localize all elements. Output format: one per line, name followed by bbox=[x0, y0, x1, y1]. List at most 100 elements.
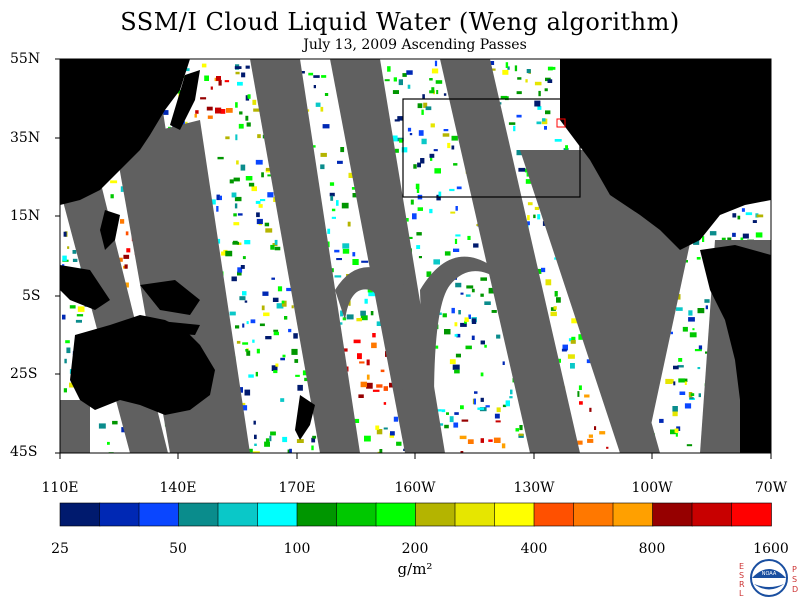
cloud-speck bbox=[308, 72, 314, 76]
cloud-speck bbox=[453, 422, 459, 428]
cloud-speck bbox=[352, 259, 359, 265]
cloud-speck bbox=[464, 317, 469, 322]
cloud-speck bbox=[473, 243, 479, 248]
cloud-speck bbox=[215, 107, 222, 114]
cloud-speck bbox=[741, 208, 745, 212]
cloud-speck bbox=[434, 168, 441, 174]
cloud-speck bbox=[682, 326, 688, 332]
cloud-speck bbox=[547, 79, 553, 83]
cloud-speck bbox=[562, 344, 568, 351]
cloud-speck bbox=[727, 237, 732, 243]
lon-label-100w: 100W bbox=[631, 480, 673, 496]
cloud-speck bbox=[256, 212, 260, 218]
lat-label-45s: 45S bbox=[10, 444, 38, 460]
cloud-speck bbox=[422, 94, 425, 99]
cloud-speck bbox=[490, 61, 495, 65]
cloud-speck bbox=[460, 405, 464, 410]
cloud-speck bbox=[265, 438, 270, 445]
cloud-speck bbox=[438, 191, 442, 197]
cloud-speck bbox=[455, 206, 458, 211]
cloud-speck bbox=[254, 443, 257, 446]
colorbar-swatch bbox=[415, 502, 456, 527]
cloud-speck bbox=[464, 320, 467, 324]
cloud-speck bbox=[542, 118, 546, 122]
cloud-speck bbox=[686, 444, 693, 447]
lon-label-170e: 170E bbox=[278, 480, 316, 496]
cloud-speck bbox=[518, 167, 526, 172]
colorbar-swatch bbox=[99, 502, 140, 527]
cloud-speck bbox=[112, 420, 118, 425]
cloud-speck bbox=[527, 215, 530, 221]
cloud-speck bbox=[72, 258, 78, 262]
cloud-speck bbox=[72, 250, 77, 254]
cloud-speck bbox=[358, 394, 364, 398]
cloud-speck bbox=[556, 297, 561, 303]
cloud-speck bbox=[525, 179, 532, 184]
cloud-speck bbox=[125, 231, 129, 236]
cloud-speck bbox=[471, 318, 477, 324]
cloud-speck bbox=[430, 155, 433, 161]
cloud-speck bbox=[416, 232, 422, 236]
cloud-speck bbox=[484, 344, 487, 348]
cloud-speck bbox=[737, 215, 741, 220]
cloud-speck bbox=[443, 93, 447, 96]
cloud-speck bbox=[271, 365, 278, 371]
cloud-speck bbox=[465, 345, 472, 350]
cloud-speck bbox=[291, 305, 294, 309]
cloud-speck bbox=[509, 396, 513, 399]
cloud-speck bbox=[537, 214, 541, 220]
cloud-speck bbox=[454, 334, 458, 337]
cloud-speck bbox=[452, 364, 460, 370]
cloud-speck bbox=[236, 160, 239, 165]
cloud-speck bbox=[517, 77, 522, 80]
cloud-speck bbox=[242, 323, 245, 328]
cloud-speck bbox=[368, 291, 375, 297]
colorbar-swatch bbox=[454, 502, 496, 527]
cloud-speck bbox=[241, 405, 248, 411]
cloud-speck bbox=[383, 427, 388, 430]
cloud-speck bbox=[697, 308, 705, 314]
cloud-speck bbox=[296, 439, 304, 443]
cloud-speck bbox=[398, 79, 403, 86]
cloud-speck bbox=[397, 116, 403, 121]
cloud-speck bbox=[416, 245, 421, 249]
cloud-speck bbox=[247, 94, 251, 99]
cloud-speck bbox=[526, 69, 531, 74]
cloud-speck bbox=[436, 90, 439, 95]
cloud-speck bbox=[242, 342, 249, 345]
cloud-speck bbox=[331, 208, 336, 212]
cloud-speck bbox=[447, 142, 451, 149]
cloud-speck bbox=[237, 267, 243, 273]
cloud-speck bbox=[516, 150, 523, 156]
cloud-speck bbox=[261, 305, 265, 311]
cloud-speck bbox=[265, 167, 273, 171]
cloud-speck bbox=[502, 69, 509, 75]
cloud-speck bbox=[454, 369, 460, 374]
cloud-speck bbox=[442, 133, 450, 137]
cloud-speck bbox=[436, 194, 441, 201]
cloud-speck bbox=[234, 196, 242, 202]
cloud-speck bbox=[689, 397, 694, 400]
cloud-speck bbox=[240, 265, 245, 269]
cloud-speck bbox=[442, 313, 447, 318]
cloud-speck bbox=[453, 248, 460, 252]
cloud-speck bbox=[563, 148, 569, 152]
cloud-speck bbox=[376, 429, 383, 435]
cloud-speck bbox=[429, 78, 433, 81]
cloud-speck bbox=[253, 420, 256, 425]
cloud-speck bbox=[480, 340, 485, 345]
cloud-speck bbox=[218, 79, 222, 86]
cloud-speck bbox=[320, 152, 327, 157]
cloud-speck bbox=[256, 348, 260, 354]
colorbar-swatch bbox=[691, 502, 733, 527]
cloud-speck bbox=[270, 431, 276, 436]
cloud-speck bbox=[577, 391, 580, 397]
cloud-speck bbox=[518, 433, 524, 436]
cloud-speck bbox=[353, 339, 361, 344]
cloud-speck bbox=[458, 310, 461, 315]
cloud-speck bbox=[426, 271, 432, 277]
cloud-speck bbox=[63, 231, 67, 237]
cloud-speck bbox=[356, 318, 362, 322]
cloud-speck bbox=[561, 348, 567, 352]
cloud-speck bbox=[110, 180, 118, 184]
